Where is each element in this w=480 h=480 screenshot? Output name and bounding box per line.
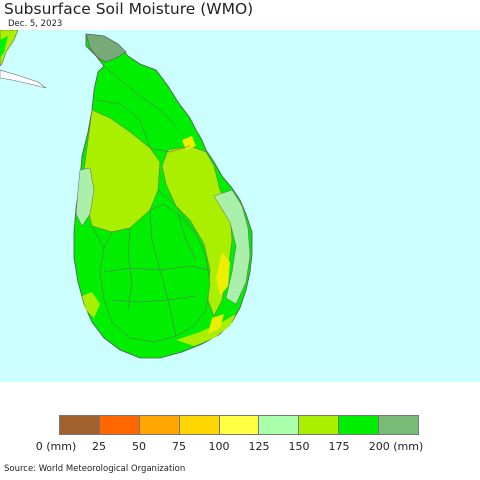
west-coast-palegreen [75, 167, 95, 227]
legend-label-0: 0 (mm) [35, 440, 77, 453]
legend-label-125: 125 [248, 440, 270, 453]
legend-swatch-0 [60, 416, 100, 434]
legend-label-200: 200 (mm) [368, 440, 424, 453]
legend-swatch-4 [219, 416, 260, 434]
legend-swatch-5 [259, 416, 300, 434]
legend-label-75: 75 [172, 440, 186, 453]
central-green [99, 203, 211, 343]
legend-swatch-7 [339, 416, 380, 434]
legend-swatch-6 [299, 416, 340, 434]
west-yellowgreen [82, 292, 100, 318]
legend-label-150: 150 [288, 440, 310, 453]
map-date: Dec. 5, 2023 [8, 19, 63, 29]
yellow-pocket-south [208, 314, 224, 334]
east-yellowgreen [161, 145, 233, 317]
legend-swatch-8 [379, 416, 419, 434]
india-coast-green [0, 36, 8, 58]
rameswaram-island [0, 69, 47, 89]
source-credit: Source: World Meteorological Organizatio… [4, 464, 186, 474]
legend-label-100: 100 [208, 440, 230, 453]
legend-label-50: 50 [132, 440, 146, 453]
map-title: Subsurface Soil Moisture (WMO) [4, 0, 254, 18]
district-boundaries [91, 65, 209, 337]
jaffna-region [85, 33, 127, 63]
yellow-pocket-east [216, 252, 230, 296]
legend-label-25: 25 [92, 440, 106, 453]
legend-swatch-3 [179, 416, 220, 434]
east-coast-palegreen [213, 189, 251, 305]
legend-swatch-2 [139, 416, 180, 434]
yellow-pocket-north [182, 136, 196, 150]
south-yellowgreen [176, 314, 236, 346]
legend-color-bar [59, 415, 419, 435]
legend-label-175: 175 [328, 440, 350, 453]
soil-moisture-map [0, 30, 480, 382]
legend-swatch-1 [99, 416, 140, 434]
